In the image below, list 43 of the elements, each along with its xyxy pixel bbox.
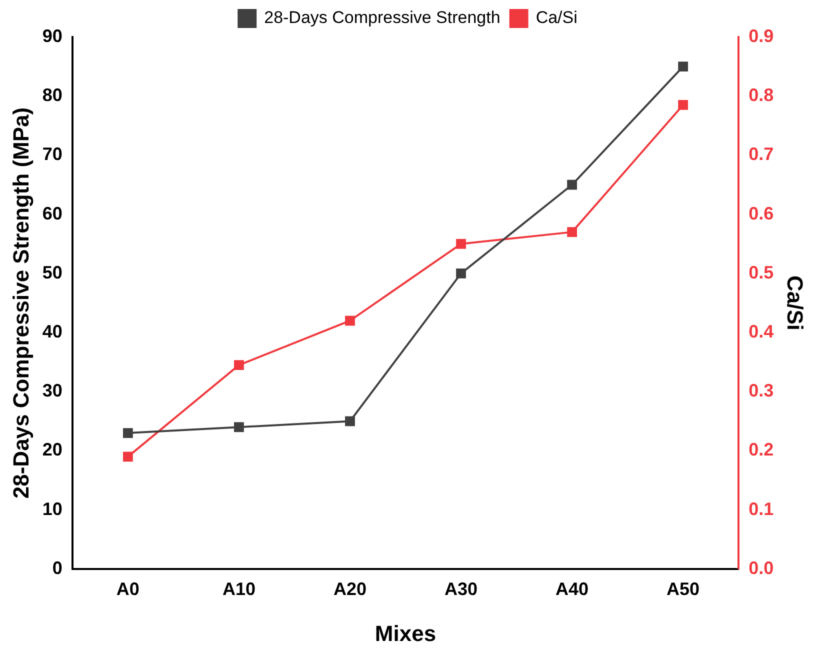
legend-label: Ca/Si bbox=[536, 8, 578, 28]
x-tick-label: A40 bbox=[556, 578, 589, 599]
point bbox=[456, 238, 466, 249]
y-tick-label: 40 bbox=[42, 322, 62, 342]
y-tick-label: 20 bbox=[42, 440, 62, 460]
y2-tick-label: 0.9 bbox=[748, 26, 774, 46]
point bbox=[456, 268, 466, 278]
x-tick-label: A10 bbox=[222, 578, 256, 599]
y2-tick-label: 0.4 bbox=[748, 322, 774, 342]
x-tick-label: A30 bbox=[444, 578, 478, 599]
x-tick-label: A50 bbox=[666, 578, 700, 599]
y-tick-label: 90 bbox=[42, 26, 62, 46]
y2-tick-label: 0.5 bbox=[748, 262, 774, 282]
point bbox=[345, 316, 355, 326]
y2-tick-label: 0.7 bbox=[748, 144, 774, 164]
legend-label: 28-Days Compressive Strength bbox=[264, 8, 500, 28]
y-tick-label: 50 bbox=[42, 262, 62, 282]
x-tick-label: A20 bbox=[333, 578, 366, 599]
point bbox=[567, 227, 577, 238]
point bbox=[234, 422, 244, 432]
y-tick-label: 0 bbox=[52, 558, 62, 578]
x-tick-label: A0 bbox=[116, 578, 140, 599]
y-tick-label: 80 bbox=[42, 85, 62, 106]
y2-tick-label: 0.8 bbox=[748, 85, 774, 106]
y2-tick-label: 0.1 bbox=[748, 498, 774, 519]
y-tick-label: 60 bbox=[42, 203, 62, 224]
y-tick-label: 30 bbox=[42, 380, 62, 401]
x-axis-title: Mixes bbox=[374, 620, 436, 646]
y2-tick-label: 0.0 bbox=[748, 558, 774, 578]
point bbox=[567, 180, 577, 190]
point bbox=[234, 360, 244, 370]
y2-tick-label: 0.6 bbox=[748, 203, 774, 224]
point bbox=[345, 416, 355, 426]
y-tick-label: 70 bbox=[42, 144, 62, 164]
y2-axis-title: Ca/Si bbox=[782, 275, 808, 331]
point bbox=[678, 62, 688, 72]
point bbox=[678, 100, 688, 110]
point bbox=[122, 452, 133, 462]
y2-tick-label: 0.3 bbox=[748, 380, 774, 401]
y-axis-title: 28-Days Compressive Strength (MPa) bbox=[8, 107, 34, 499]
y-tick-label: 10 bbox=[42, 498, 62, 519]
point bbox=[122, 428, 133, 438]
y2-tick-label: 0.2 bbox=[748, 440, 774, 460]
